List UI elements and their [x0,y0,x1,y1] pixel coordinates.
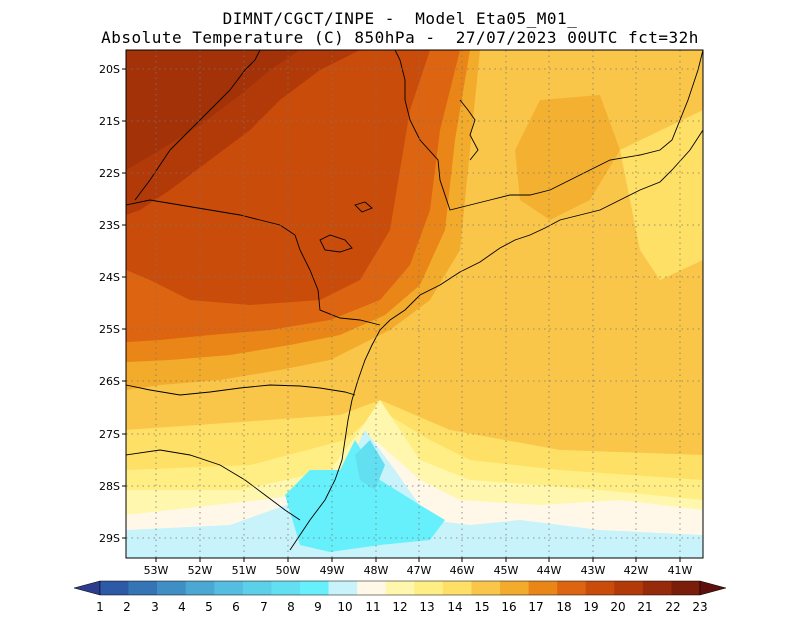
colorbar-label: 2 [123,600,131,614]
colorbar-label: 9 [314,600,322,614]
lat-label: 20S [99,63,120,76]
title-line-1: DIMNT/CGCT/INPE - Model Eta05_M01_ [222,9,578,28]
lon-label: 52W [188,564,213,577]
colorbar-cell [442,581,472,595]
colorbar-label: 8 [287,600,295,614]
lat-label: 28S [99,480,120,493]
grid-lines [126,50,703,558]
lat-label: 24S [99,271,120,284]
colorbar-label: 7 [260,600,268,614]
colorbar-cell [414,581,444,595]
colorbar-label: 18 [556,600,571,614]
lon-label: 49W [320,564,345,577]
lat-label: 26S [99,375,120,388]
longitude-labels: 53W 52W 51W 50W 49W 48W 47W 46W 45W 44W … [144,564,693,577]
colorbar-label: 20 [610,600,625,614]
lon-label: 44W [537,564,562,577]
colorbar-labels: 1 2 3 4 5 6 7 8 9 10 11 12 13 14 15 16 1… [96,600,707,614]
colorbar-cell [471,581,501,595]
colorbar-cell [328,581,358,595]
colorbar-cell [642,581,672,595]
lat-label: 22S [99,167,120,180]
colorbar-cell [671,581,701,595]
lon-label: 48W [364,564,389,577]
colorbar-cell [157,581,187,595]
colorbar-label: 15 [474,600,489,614]
colorbar-label: 22 [665,600,680,614]
colorbar-cell [100,581,129,595]
lon-label: 42W [624,564,649,577]
colorbar-label: 17 [528,600,543,614]
colorbar-cell [557,581,587,595]
lon-label: 47W [407,564,432,577]
colorbar [73,580,727,596]
colorbar-left-arrow [73,580,101,596]
lat-label: 29S [99,532,120,545]
colorbar-cell [214,581,244,595]
lat-label: 27S [99,428,120,441]
colorbar-cell [500,581,529,595]
colorbar-label: 3 [151,600,159,614]
map-frame [125,49,704,559]
colorbar-right-arrow [699,580,727,596]
lon-label: 46W [450,564,475,577]
title-line-2: Absolute Temperature (C) 850hPa - 27/07/… [101,28,699,47]
lon-label: 41W [668,564,693,577]
colorbar-label: 12 [392,600,407,614]
colorbar-cell [614,581,644,595]
temperature-field [126,50,703,558]
colorbar-cell [271,581,301,595]
colorbar-label: 21 [637,600,652,614]
colorbar-label: 14 [447,600,462,614]
lon-label: 51W [232,564,257,577]
colorbar-cell [242,581,272,595]
colorbar-cell [585,581,615,595]
axis-ticks [122,68,681,562]
colorbar-cell [528,581,558,595]
coastline [126,50,703,551]
colorbar-label: 10 [337,600,352,614]
colorbar-cell [185,581,215,595]
colorbar-cell [385,581,415,595]
lon-label: 50W [276,564,301,577]
lat-label: 21S [99,115,120,128]
latitude-labels: 20S 21S 22S 23S 24S 25S 26S 27S 28S 29S [99,63,120,545]
colorbar-label: 19 [583,600,598,614]
lon-label: 43W [581,564,606,577]
colorbar-cell [128,581,158,595]
lon-label: 45W [494,564,519,577]
colorbar-label: 5 [205,600,213,614]
colorbar-label: 13 [419,600,434,614]
lon-label: 53W [144,564,169,577]
colorbar-label: 16 [501,600,516,614]
colorbar-label: 4 [178,600,186,614]
colorbar-cell [300,581,329,595]
lat-label: 25S [99,323,120,336]
colorbar-cell [357,581,387,595]
colorbar-label: 23 [692,600,707,614]
colorbar-label: 11 [365,600,380,614]
colorbar-label: 6 [232,600,240,614]
lat-label: 23S [99,219,120,232]
colorbar-label: 1 [96,600,104,614]
